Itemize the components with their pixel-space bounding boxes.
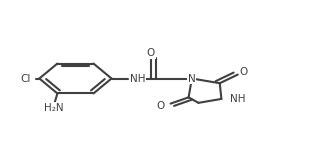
Text: H₂N: H₂N xyxy=(44,103,64,113)
Text: N: N xyxy=(188,73,196,84)
Text: Cl: Cl xyxy=(21,73,31,84)
Text: NH: NH xyxy=(230,94,245,104)
Text: NH: NH xyxy=(130,73,145,84)
Text: O: O xyxy=(147,48,155,58)
Text: H₂N: H₂N xyxy=(44,103,64,113)
Text: O: O xyxy=(156,101,165,111)
Text: O: O xyxy=(239,67,248,77)
